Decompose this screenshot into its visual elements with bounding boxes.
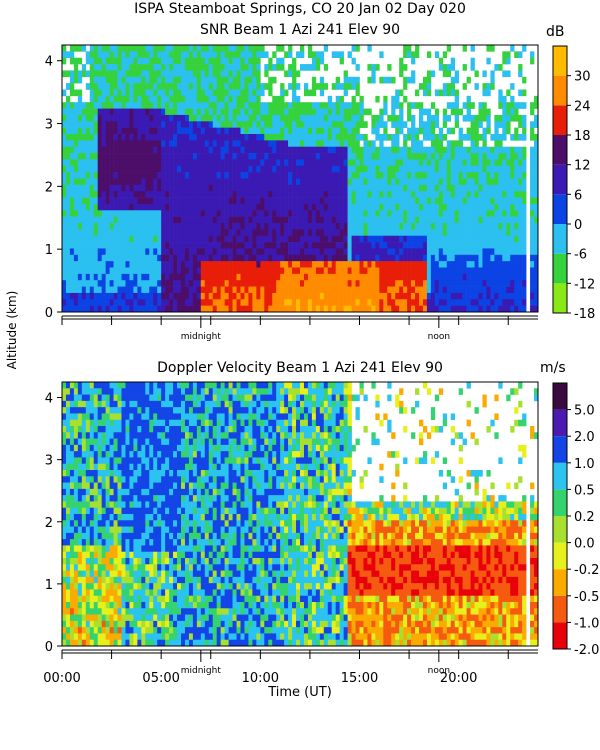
- snr-colorbar-segment: [553, 253, 567, 284]
- snr-colorbar-label: 6: [574, 188, 582, 203]
- velocity-colorbar-label: 1.0: [574, 457, 595, 472]
- velocity-colorbar-label: -2.0: [574, 643, 599, 658]
- velocity-y-tick-label: 2: [45, 516, 53, 531]
- velocity-marker-noon: noon: [428, 666, 450, 676]
- snr-colorbar-label: -18: [574, 307, 595, 322]
- snr-colorbar-label: 30: [574, 70, 591, 85]
- velocity-colorbar-segment: [553, 436, 567, 463]
- snr-marker-noon: noon: [428, 332, 450, 342]
- snr-colorbar-segment: [553, 283, 567, 313]
- velocity-colorbar-label: 2.0: [574, 430, 595, 445]
- x-tick-label: 20:00: [440, 671, 477, 686]
- x-tick-label: 00:00: [43, 671, 80, 686]
- velocity-y-tick-label: 1: [45, 578, 53, 593]
- x-tick-label: 10:00: [242, 671, 279, 686]
- velocity-colorbar-label: 0.2: [574, 510, 595, 525]
- x-axis-label: Time (UT): [268, 685, 332, 700]
- snr-y-tick-label: 0: [45, 306, 53, 321]
- velocity-y-tick-label: 3: [45, 454, 53, 469]
- velocity-colorbar-label: -0.2: [574, 563, 599, 578]
- velocity-colorbar-label: 0.0: [574, 537, 595, 552]
- snr-plot-frame: [61, 44, 539, 313]
- snr-colorbar-label: 12: [574, 159, 591, 174]
- snr-colorbar-label: -12: [574, 277, 595, 292]
- velocity-colorbar-label: -0.5: [574, 590, 599, 605]
- snr-colorbar-label: 24: [574, 99, 591, 114]
- snr-colorbar-segment: [553, 194, 567, 224]
- snr-y-tick-label: 3: [45, 118, 53, 133]
- snr-y-tick-label: 2: [45, 180, 53, 195]
- velocity-y-tick-label: 0: [45, 640, 53, 655]
- velocity-colorbar-label: 5.0: [574, 404, 595, 419]
- velocity-y-tick-label: 4: [45, 392, 53, 407]
- snr-colorbar-frame: [552, 45, 568, 314]
- velocity-colorbar-segment: [553, 542, 567, 570]
- snr-colorbar-segment: [553, 46, 567, 76]
- x-tick-label: 15:00: [341, 671, 378, 686]
- snr-colorbar-segment: [553, 224, 567, 254]
- snr-colorbar-segment: [553, 164, 567, 195]
- snr-data-field: [62, 45, 539, 313]
- velocity-colorbar-segment: [553, 462, 567, 490]
- velocity-colorbar-unit: m/s: [540, 360, 566, 376]
- velocity-colorbar-segment: [553, 569, 567, 596]
- snr-colorbar-label: 0: [574, 218, 582, 233]
- velocity-colorbar-label: 0.5: [574, 483, 595, 498]
- velocity-colorbar-label: -1.0: [574, 616, 599, 631]
- snr-y-tick-label: 1: [45, 243, 53, 258]
- snr-colorbar-label: 18: [574, 129, 591, 144]
- velocity-plot-frame: [61, 381, 539, 647]
- snr-y-tick-label: 4: [45, 55, 53, 70]
- velocity-colorbar-segment: [553, 516, 567, 543]
- velocity-marker-midnight: midnight: [181, 666, 222, 676]
- velocity-colorbar-segment: [553, 489, 567, 516]
- velocity-title: Doppler Velocity Beam 1 Azi 241 Elev 90: [157, 360, 443, 376]
- snr-colorbar-label: -6: [574, 248, 587, 263]
- snr-marker-midnight: midnight: [181, 332, 222, 342]
- velocity-colorbar-segment: [553, 622, 567, 649]
- velocity-colorbar-segment: [553, 383, 567, 410]
- snr-subtitle: SNR Beam 1 Azi 241 Elev 90: [199, 22, 401, 38]
- snr-colorbar-segment: [553, 105, 567, 135]
- snr-colorbar-segment: [553, 135, 567, 165]
- velocity-colorbar-segment: [553, 409, 567, 437]
- velocity-colorbar-segment: [553, 595, 567, 623]
- velocity-data-field: [62, 382, 539, 647]
- snr-title: ISPA Steamboat Springs, CO 20 Jan 02 Day…: [134, 1, 466, 17]
- x-tick-label: 05:00: [142, 671, 179, 686]
- snr-colorbar-unit: dB: [546, 24, 565, 40]
- snr-colorbar-segment: [553, 75, 567, 106]
